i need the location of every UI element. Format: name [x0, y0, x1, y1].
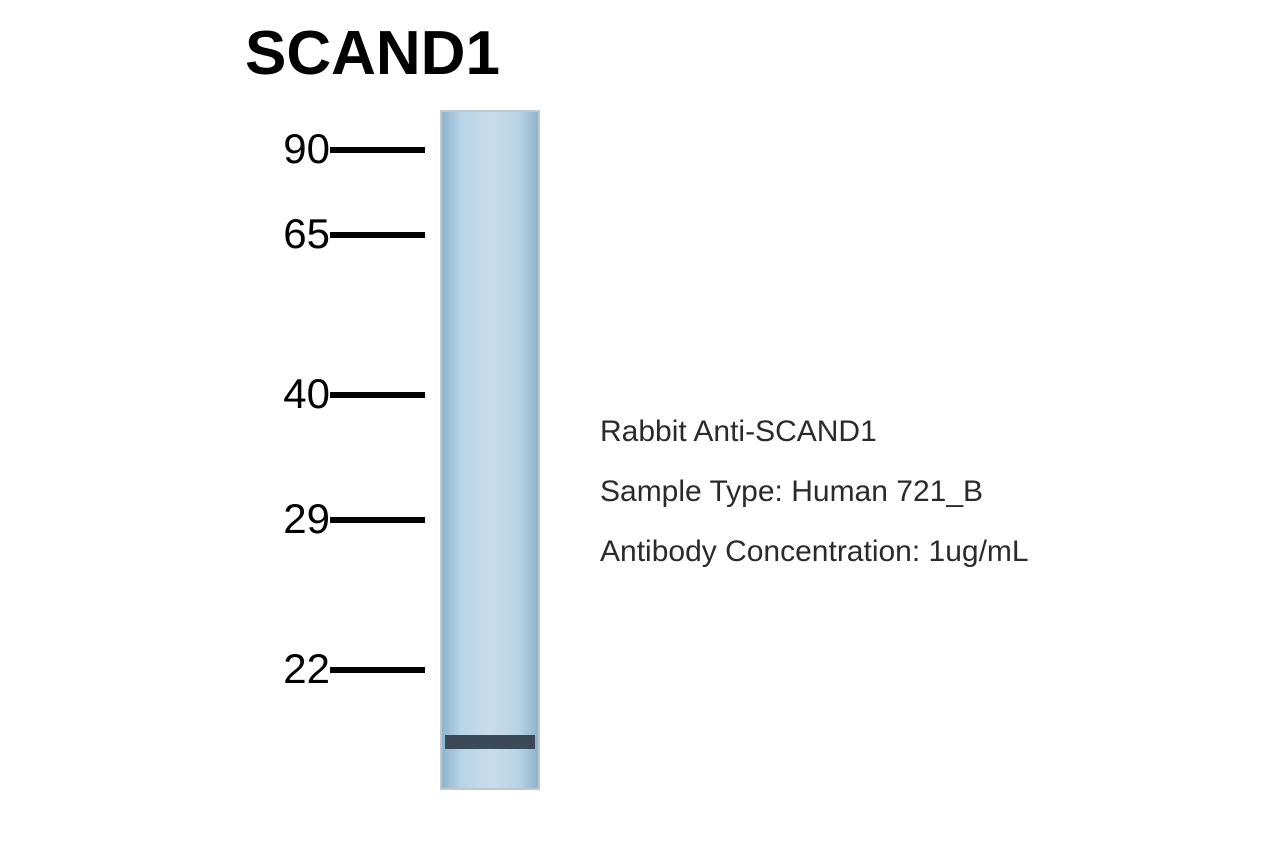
info-antibody: Rabbit Anti-SCAND1	[600, 415, 877, 449]
mw-marker-label: 40	[240, 370, 330, 418]
protein-band	[445, 735, 535, 749]
info-sample-type: Sample Type: Human 721_B	[600, 475, 983, 509]
mw-marker-label: 90	[240, 125, 330, 173]
mw-marker-tick	[330, 517, 425, 523]
mw-marker-label: 22	[240, 645, 330, 693]
mw-marker-tick	[330, 392, 425, 398]
mw-marker-tick	[330, 232, 425, 238]
figure-title: SCAND1	[245, 18, 500, 89]
mw-marker-label: 65	[240, 210, 330, 258]
gel-lane	[440, 110, 540, 790]
mw-marker-label: 29	[240, 495, 330, 543]
mw-marker-tick	[330, 147, 425, 153]
blot-figure: SCAND1 90 65 40 29 22 Rabbit Anti-SCAND1…	[0, 0, 1280, 853]
info-concentration: Antibody Concentration: 1ug/mL	[600, 535, 1029, 569]
mw-marker-tick	[330, 667, 425, 673]
